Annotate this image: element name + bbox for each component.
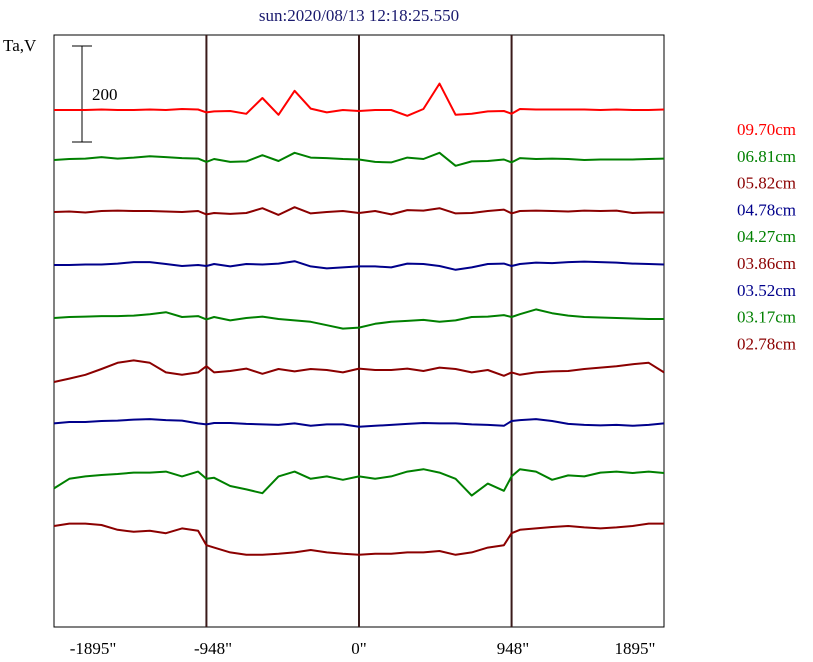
x-tick-label-3: 948" (497, 639, 529, 658)
x-tick-label-4: 1895" (615, 639, 656, 658)
legend-entry-2: 05.82cm (737, 174, 796, 193)
legend: 09.70cm 06.81cm 05.82cm 04.78cm 04.27cm 03.86… (737, 120, 796, 353)
legend-entry-0: 09.70cm (737, 120, 796, 139)
series-line-3 (54, 260, 665, 271)
y-axis-label: Ta,V (3, 36, 37, 55)
legend-entry-8: 02.78cm (737, 334, 796, 353)
series-line-1 (53, 151, 665, 167)
x-tick-label-0: -1895" (70, 639, 117, 658)
series-line-5 (53, 359, 665, 383)
scale-bar-label: 200 (92, 85, 118, 104)
chart-title: sun:2020/08/13 12:18:25.550 (259, 6, 459, 25)
legend-entry-6: 03.52cm (737, 281, 796, 300)
series-line-4 (53, 308, 664, 330)
series-line-7 (53, 468, 665, 497)
legend-entry-3: 04.78cm (737, 200, 796, 219)
scale-bar: 200 (72, 45, 118, 143)
legend-entry-4: 04.27cm (737, 227, 796, 246)
series-line-2 (53, 206, 664, 216)
series-line-6 (53, 418, 665, 428)
x-tick-labels: -1895" -948" 0" 948" 1895" (70, 639, 656, 658)
series-line-0 (54, 82, 665, 117)
vertical-reference-lines (205, 35, 513, 627)
series-lines (53, 82, 665, 556)
legend-entry-5: 03.86cm (737, 254, 796, 273)
series-line-8 (53, 522, 664, 556)
x-tick-label-1: -948" (194, 639, 232, 658)
x-tick-label-2: 0" (351, 639, 366, 658)
legend-entry-7: 03.17cm (737, 308, 796, 327)
legend-entry-1: 06.81cm (737, 147, 796, 166)
